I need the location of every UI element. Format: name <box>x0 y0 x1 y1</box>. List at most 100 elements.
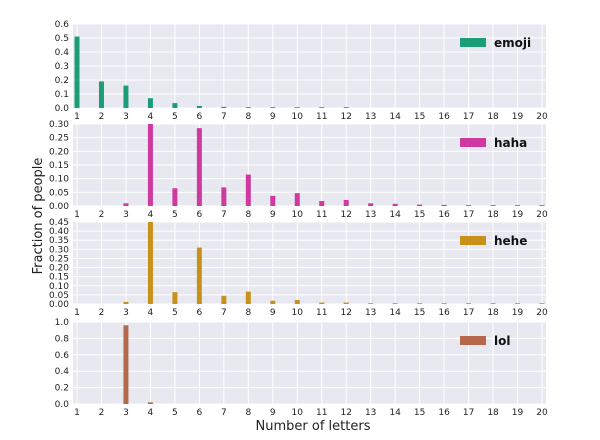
bar-haha-3 <box>123 203 129 206</box>
x-tick-label: 20 <box>536 308 548 318</box>
x-tick-label: 17 <box>463 112 474 122</box>
x-tick-label: 9 <box>270 210 276 220</box>
bar-haha-6 <box>196 128 202 206</box>
y-tick-label: 0.4 <box>55 48 70 58</box>
bar-haha-19 <box>515 205 521 206</box>
x-tick-label: 20 <box>536 112 548 122</box>
bar-hehe-5 <box>172 292 178 304</box>
x-tick-label: 1 <box>74 308 80 318</box>
bar-emoji-6 <box>196 105 202 108</box>
x-tick-label: 8 <box>245 308 251 318</box>
x-tick-label: 1 <box>74 112 80 122</box>
x-tick-label: 3 <box>123 308 129 318</box>
x-tick-label: 5 <box>172 408 178 418</box>
y-tick-label: 0.30 <box>49 120 69 130</box>
x-tick-label: 4 <box>148 308 154 318</box>
bar-emoji-10 <box>294 107 300 108</box>
plot-background <box>73 322 546 404</box>
legend-label: haha <box>494 136 527 150</box>
y-tick-label: 0.35 <box>49 236 69 246</box>
x-tick-label: 4 <box>148 112 154 122</box>
bar-haha-14 <box>392 203 398 206</box>
bar-hehe-4 <box>147 222 153 304</box>
bar-emoji-8 <box>245 107 251 108</box>
bar-emoji-12 <box>343 107 349 108</box>
x-tick-label: 3 <box>123 112 129 122</box>
x-tick-label: 19 <box>512 308 524 318</box>
x-tick-label: 13 <box>365 210 376 220</box>
x-tick-label: 12 <box>340 210 351 220</box>
x-tick-label: 11 <box>316 408 327 418</box>
y-tick-label: 0.3 <box>55 62 69 72</box>
bar-haha-12 <box>343 199 349 206</box>
x-tick-label: 7 <box>221 308 227 318</box>
x-tick-label: 6 <box>197 112 203 122</box>
x-tick-label: 3 <box>123 408 129 418</box>
legend-label: emoji <box>494 36 531 50</box>
bar-hehe-11 <box>319 302 325 304</box>
x-tick-label: 13 <box>365 308 376 318</box>
y-tick-label: 0.00 <box>49 202 69 212</box>
y-tick-label: 0.20 <box>49 147 69 157</box>
y-tick-label: 0.30 <box>49 245 69 255</box>
bar-emoji-11 <box>319 107 325 108</box>
y-tick-label: 0.0 <box>55 400 70 410</box>
y-tick-label: 0.10 <box>49 175 69 185</box>
x-tick-label: 15 <box>414 308 425 318</box>
x-tick-label: 14 <box>389 408 401 418</box>
bar-hehe-6 <box>196 247 202 304</box>
bar-hehe-14 <box>392 303 398 304</box>
x-tick-label: 12 <box>340 308 351 318</box>
x-axis-label: Number of letters <box>256 419 371 434</box>
bar-hehe-15 <box>417 303 423 304</box>
bar-emoji-3 <box>123 85 129 108</box>
x-tick-label: 8 <box>245 408 251 418</box>
x-tick-label: 14 <box>389 210 401 220</box>
x-tick-label: 6 <box>197 308 203 318</box>
y-tick-label: 0.45 <box>49 218 69 228</box>
bar-hehe-8 <box>245 291 251 304</box>
x-tick-label: 9 <box>270 408 276 418</box>
x-tick-label: 15 <box>414 112 425 122</box>
bar-haha-4 <box>147 124 153 206</box>
x-tick-label: 16 <box>438 408 450 418</box>
bar-hehe-13 <box>368 303 374 304</box>
y-tick-label: 0.05 <box>49 291 69 301</box>
y-tick-label: 0.10 <box>49 282 69 292</box>
y-tick-label: 0.6 <box>55 351 70 361</box>
bar-haha-15 <box>417 204 423 206</box>
x-tick-label: 9 <box>270 308 276 318</box>
x-tick-label: 10 <box>292 112 304 122</box>
x-tick-label: 17 <box>463 408 474 418</box>
bar-haha-20 <box>539 205 545 206</box>
x-tick-label: 16 <box>438 210 450 220</box>
y-tick-label: 0.20 <box>49 264 69 274</box>
bar-haha-7 <box>221 187 227 206</box>
legend-lol: lol <box>460 334 510 348</box>
y-tick-label: 0.15 <box>49 273 69 283</box>
bar-haha-17 <box>466 205 472 206</box>
panels: 0.00.10.20.30.40.50.61 2 3 4 5 6 7 8 9 10 11 12 13 14… <box>49 20 548 418</box>
x-tick-label: 14 <box>389 112 401 122</box>
x-tick-label: 18 <box>487 308 499 318</box>
y-tick-label: 0.25 <box>49 134 69 144</box>
x-tick-label: 1 <box>74 408 80 418</box>
x-tick-label: 12 <box>340 408 351 418</box>
x-tick-label: 18 <box>487 210 499 220</box>
y-tick-label: 0.0 <box>55 104 70 114</box>
x-tick-label: 6 <box>197 210 203 220</box>
bar-hehe-17 <box>466 303 472 304</box>
x-tick-label: 11 <box>316 308 327 318</box>
bar-emoji-7 <box>221 106 227 108</box>
y-tick-label: 0.15 <box>49 161 69 171</box>
bar-emoji-4 <box>147 98 153 108</box>
bar-haha-18 <box>490 205 496 206</box>
panel-haha: 0.000.050.100.150.200.250.301 2 3 4 5 6 7 8 9 10 1… <box>49 120 548 220</box>
y-tick-label: 0.05 <box>49 188 69 198</box>
y-tick-label: 0.40 <box>49 227 69 237</box>
bar-haha-16 <box>441 204 447 206</box>
x-tick-label: 18 <box>487 112 499 122</box>
x-tick-label: 5 <box>172 210 178 220</box>
x-tick-label: 13 <box>365 112 376 122</box>
x-tick-label: 20 <box>536 210 548 220</box>
